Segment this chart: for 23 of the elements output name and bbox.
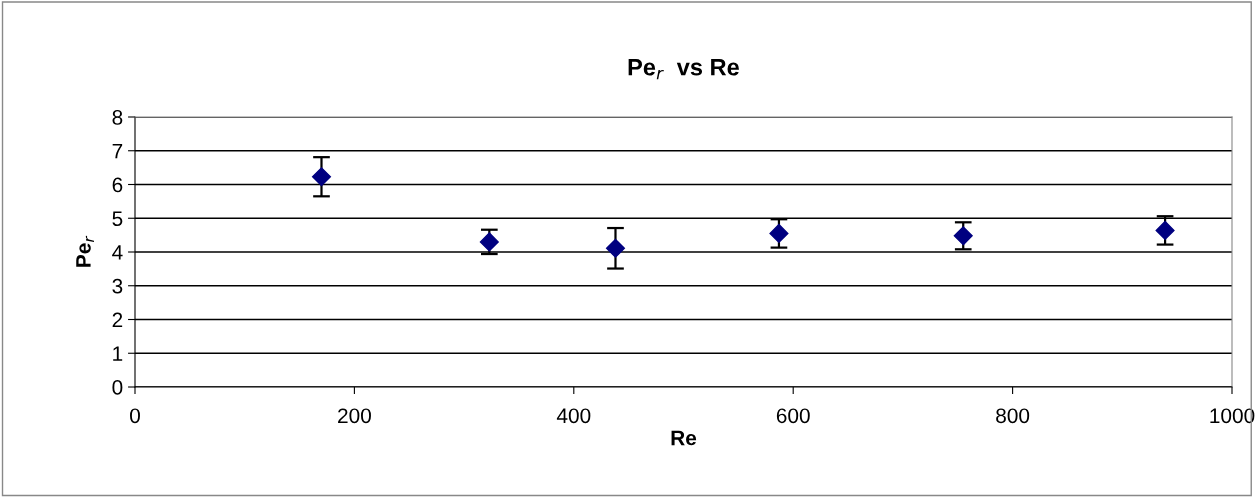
x-tick-label: 400 — [556, 408, 591, 424]
y-tick-label: 2 — [112, 312, 123, 328]
point — [311, 167, 332, 187]
x-axis-title: Re — [671, 430, 697, 446]
y-tick-label: 4 — [112, 245, 123, 260]
y-axis-title: Pe$_{r}$ — [76, 235, 94, 267]
chart-title: Pe$_{r}$ vs Re — [628, 59, 739, 80]
x-tick-label: 800 — [996, 408, 1030, 424]
y-tick-label: 7 — [112, 143, 123, 159]
y-tick-label: 0 — [112, 380, 123, 395]
point — [769, 223, 789, 243]
y-tick-label: 5 — [112, 211, 123, 226]
x-tick-label: 1000 — [1210, 408, 1255, 424]
y-tick-label: 8 — [112, 110, 123, 125]
point — [953, 226, 973, 246]
y-tick-label: 6 — [112, 177, 123, 193]
x-tick-label: 600 — [776, 408, 810, 424]
point — [605, 238, 626, 258]
y-tick-label: 3 — [112, 278, 123, 294]
x-tick-label: 0 — [130, 408, 140, 424]
point — [1155, 220, 1175, 240]
x-tick-label: 200 — [338, 408, 371, 424]
y-tick-label: 1 — [113, 346, 123, 361]
